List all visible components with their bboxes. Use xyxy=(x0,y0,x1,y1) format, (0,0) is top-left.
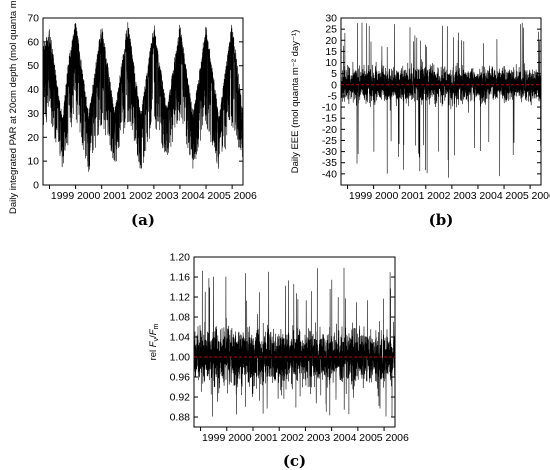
x-tick-label: 2005 xyxy=(207,190,231,202)
x-tick-label: 1999 xyxy=(51,190,75,202)
y-tick-label: 0 xyxy=(331,79,337,91)
panel-a-y-axis-label: Daily integrated PAR at 20cm depth (mol … xyxy=(8,0,19,214)
y-tick-label: 1.12 xyxy=(170,292,191,304)
x-tick-label: 2001 xyxy=(254,432,278,444)
panel-b-series-line xyxy=(340,22,542,178)
y-tick-label: -25 xyxy=(322,135,337,147)
x-tick-label: 1999 xyxy=(202,432,226,444)
y-tick-label: -15 xyxy=(322,113,337,125)
x-tick-label: 2006 xyxy=(386,432,410,444)
y-tick-label: -30 xyxy=(322,146,337,158)
y-tick-label: 60 xyxy=(27,36,39,48)
x-tick-label: 2001 xyxy=(103,190,127,202)
panel-c-y-axis-label: rel Fv/Fm xyxy=(148,323,160,360)
y-tick-label: 5 xyxy=(331,68,337,80)
x-tick-label: 2004 xyxy=(181,190,205,202)
panel-c-ylabel-f1: F xyxy=(148,340,159,347)
y-tick-label: 20 xyxy=(325,35,337,47)
panel-c-x-ticks: 1999 2000 2001 2002 2003 2004 2005 2006 xyxy=(200,427,410,444)
x-tick-label: 2004 xyxy=(333,432,357,444)
x-tick-label: 2002 xyxy=(281,432,305,444)
y-tick-label: 0 xyxy=(33,180,39,192)
y-tick-label: 30 xyxy=(325,13,337,25)
y-tick-label: -5 xyxy=(328,90,337,102)
x-tick-label: 2003 xyxy=(307,432,331,444)
y-tick-label: 1.08 xyxy=(170,312,191,324)
panel-c-y-ticks: 0.88 0.92 0.96 1.00 1.04 1.08 1.12 1.16 1.20 xyxy=(170,252,395,424)
x-tick-label: 2003 xyxy=(453,190,477,202)
y-tick-label: 1.00 xyxy=(170,352,191,364)
y-tick-label: 1.16 xyxy=(170,272,191,284)
panel-b-label: (b) xyxy=(429,211,454,229)
x-tick-label: 2006 xyxy=(531,190,550,202)
x-tick-label: 2005 xyxy=(359,432,383,444)
panel-a: 0 10 20 30 40 50 60 70 1999 2000 2001 2002 2003 2004… xyxy=(8,0,257,229)
x-tick-label: 2002 xyxy=(129,190,153,202)
panel-a-x-ticks: 1999 2000 2001 2002 2003 2004 2005 2006 xyxy=(49,185,257,202)
panel-c: 0.88 0.92 0.96 1.00 1.04 1.08 1.12 1.16 1.20 199… xyxy=(148,252,409,470)
y-tick-label: 30 xyxy=(27,108,39,120)
x-tick-label: 2000 xyxy=(375,190,399,202)
y-tick-label: 15 xyxy=(325,46,337,58)
y-tick-label: 0.96 xyxy=(170,372,191,384)
x-tick-label: 2005 xyxy=(505,190,529,202)
y-tick-label: 50 xyxy=(27,60,39,72)
x-tick-label: 2004 xyxy=(479,190,503,202)
y-tick-label: 1.20 xyxy=(170,252,191,264)
y-tick-label: -20 xyxy=(322,124,337,136)
panel-b-y-axis-label: Daily EEE (mol quanta m⁻² day⁻¹) xyxy=(290,30,301,174)
y-tick-label: 0.88 xyxy=(170,412,191,424)
panel-c-ylabel-sub-m: m xyxy=(153,323,160,329)
y-tick-label: 70 xyxy=(27,13,39,25)
x-tick-label: 2002 xyxy=(427,190,451,202)
y-tick-label: 0.92 xyxy=(170,392,191,404)
x-tick-label: 2000 xyxy=(228,432,252,444)
panel-a-label: (a) xyxy=(131,211,155,229)
y-tick-label: 1.04 xyxy=(170,332,191,344)
y-tick-label: 10 xyxy=(325,57,337,69)
y-tick-label: 10 xyxy=(27,156,39,168)
y-tick-label: -10 xyxy=(322,102,337,114)
panel-c-ylabel-rel: rel xyxy=(148,347,159,360)
y-tick-label: -35 xyxy=(322,157,337,169)
x-tick-label: 2006 xyxy=(233,190,257,202)
y-tick-label: 25 xyxy=(325,24,337,36)
y-tick-label: 40 xyxy=(27,84,39,96)
panel-b-frame xyxy=(340,17,542,186)
panel-c-ylabel-slash: / xyxy=(148,335,159,338)
x-tick-label: 2003 xyxy=(155,190,179,202)
panel-c-label: (c) xyxy=(283,452,306,470)
panel-c-series-line xyxy=(193,267,396,417)
y-tick-label: -40 xyxy=(322,168,337,180)
y-tick-label: 20 xyxy=(27,132,39,144)
x-tick-label: 1999 xyxy=(349,190,373,202)
x-tick-label: 2001 xyxy=(401,190,425,202)
x-tick-label: 2000 xyxy=(77,190,101,202)
panel-c-ylabel-f2: F xyxy=(148,328,159,335)
panel-a-series-line xyxy=(42,22,244,172)
panel-c-ylabel-sub-v: v xyxy=(153,337,160,341)
